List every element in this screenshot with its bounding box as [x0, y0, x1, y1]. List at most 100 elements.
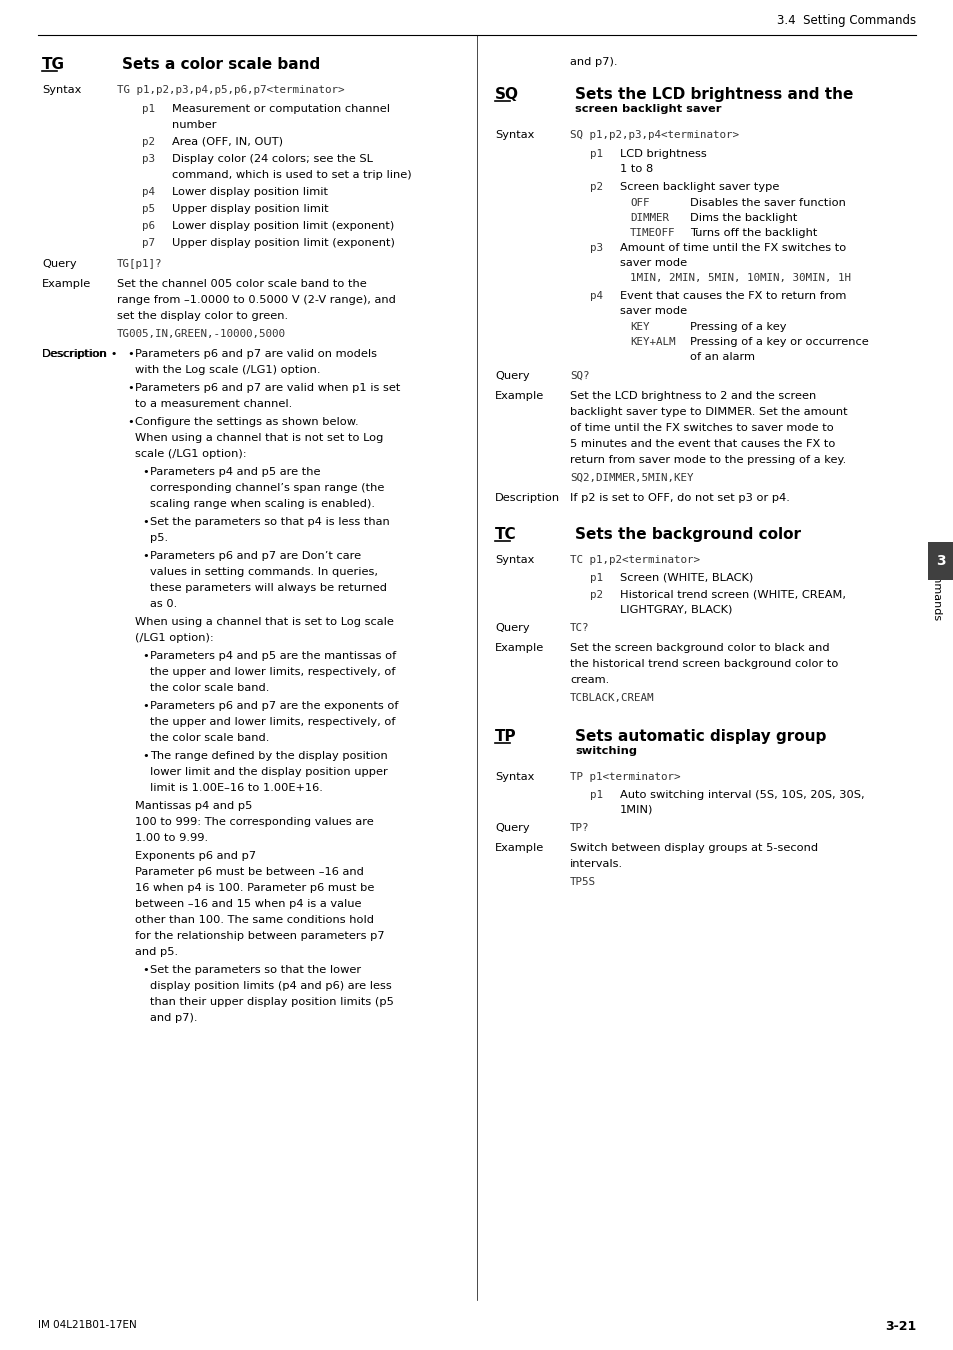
- Text: Disables the saver function: Disables the saver function: [689, 198, 845, 208]
- Text: Dims the backlight: Dims the backlight: [689, 213, 797, 223]
- Text: •: •: [127, 383, 133, 393]
- Text: between –16 and 15 when p4 is a value: between –16 and 15 when p4 is a value: [135, 899, 361, 909]
- Text: saver mode: saver mode: [619, 258, 686, 269]
- Text: p4: p4: [142, 188, 154, 197]
- Text: Exponents p6 and p7: Exponents p6 and p7: [135, 850, 255, 861]
- Text: values in setting commands. In queries,: values in setting commands. In queries,: [150, 567, 377, 576]
- Text: Auto switching interval (5S, 10S, 20S, 30S,: Auto switching interval (5S, 10S, 20S, 3…: [619, 790, 863, 801]
- Text: •: •: [142, 517, 149, 526]
- Text: Sets the background color: Sets the background color: [575, 526, 801, 541]
- Text: p3: p3: [589, 243, 602, 252]
- Text: TG[p1]?: TG[p1]?: [117, 259, 162, 269]
- Text: to a measurement channel.: to a measurement channel.: [135, 400, 292, 409]
- Text: scale (/LG1 option):: scale (/LG1 option):: [135, 450, 247, 459]
- Text: OFF: OFF: [629, 198, 649, 208]
- Text: Screen backlight saver type: Screen backlight saver type: [619, 182, 779, 192]
- Text: the color scale band.: the color scale band.: [150, 683, 269, 693]
- Text: TIMEOFF: TIMEOFF: [629, 228, 675, 238]
- Text: p6: p6: [142, 221, 154, 231]
- Text: The range defined by the display position: The range defined by the display positio…: [150, 751, 387, 761]
- Text: Parameters p6 and p7 are valid when p1 is set: Parameters p6 and p7 are valid when p1 i…: [135, 383, 400, 393]
- Text: •: •: [127, 417, 133, 427]
- Text: Turns off the backlight: Turns off the backlight: [689, 228, 817, 238]
- Text: •: •: [142, 467, 149, 477]
- Text: Sets the LCD brightness and the: Sets the LCD brightness and the: [575, 86, 853, 103]
- Text: TC p1,p2<terminator>: TC p1,p2<terminator>: [569, 555, 700, 566]
- Text: and p5.: and p5.: [135, 946, 178, 957]
- Text: KEY+ALM: KEY+ALM: [629, 338, 675, 347]
- Text: p2: p2: [589, 182, 602, 192]
- Text: Set the parameters so that the lower: Set the parameters so that the lower: [150, 965, 361, 975]
- Text: •: •: [142, 651, 149, 661]
- Text: Historical trend screen (WHITE, CREAM,: Historical trend screen (WHITE, CREAM,: [619, 590, 845, 599]
- Text: scaling range when scaling is enabled).: scaling range when scaling is enabled).: [150, 500, 375, 509]
- Text: TCBLACK,CREAM: TCBLACK,CREAM: [569, 693, 654, 703]
- Text: •: •: [142, 551, 149, 562]
- Text: Syntax: Syntax: [495, 130, 534, 140]
- Text: Example: Example: [495, 643, 543, 653]
- Text: return from saver mode to the pressing of a key.: return from saver mode to the pressing o…: [569, 455, 845, 464]
- Text: TG p1,p2,p3,p4,p5,p6,p7<terminator>: TG p1,p2,p3,p4,p5,p6,p7<terminator>: [117, 85, 344, 94]
- Text: Parameters p4 and p5 are the mantissas of: Parameters p4 and p5 are the mantissas o…: [150, 651, 395, 661]
- Text: SQ?: SQ?: [569, 371, 589, 381]
- Text: Measurement or computation channel: Measurement or computation channel: [172, 104, 390, 113]
- Text: Area (OFF, IN, OUT): Area (OFF, IN, OUT): [172, 136, 283, 147]
- Text: Switch between display groups at 5-second: Switch between display groups at 5-secon…: [569, 842, 818, 853]
- Text: other than 100. The same conditions hold: other than 100. The same conditions hold: [135, 915, 374, 925]
- Text: TP?: TP?: [569, 824, 589, 833]
- Text: •: •: [142, 701, 149, 711]
- Text: 1MIN, 2MIN, 5MIN, 10MIN, 30MIN, 1H: 1MIN, 2MIN, 5MIN, 10MIN, 30MIN, 1H: [629, 273, 850, 284]
- Text: Syntax: Syntax: [495, 555, 534, 566]
- Text: p1: p1: [142, 104, 154, 113]
- Text: TG005,IN,GREEN,-10000,5000: TG005,IN,GREEN,-10000,5000: [117, 329, 286, 339]
- Text: TC?: TC?: [569, 622, 589, 633]
- Text: Event that causes the FX to return from: Event that causes the FX to return from: [619, 292, 845, 301]
- Text: Set the channel 005 color scale band to the: Set the channel 005 color scale band to …: [117, 279, 366, 289]
- Text: Example: Example: [495, 842, 543, 853]
- Text: p5.: p5.: [150, 533, 168, 543]
- Text: 3.4  Setting Commands: 3.4 Setting Commands: [776, 14, 915, 27]
- Text: intervals.: intervals.: [569, 859, 622, 869]
- Text: •: •: [127, 350, 133, 359]
- Text: p1: p1: [589, 572, 602, 583]
- Text: than their upper display position limits (p5: than their upper display position limits…: [150, 998, 394, 1007]
- Text: backlight saver type to DIMMER. Set the amount: backlight saver type to DIMMER. Set the …: [569, 406, 846, 417]
- Text: and p7).: and p7).: [150, 1012, 197, 1023]
- Text: 3: 3: [935, 554, 944, 568]
- Text: 3-21: 3-21: [883, 1320, 915, 1332]
- Text: Example: Example: [495, 392, 543, 401]
- Text: of an alarm: of an alarm: [689, 352, 754, 362]
- Text: KEY: KEY: [629, 323, 649, 332]
- Text: TP5S: TP5S: [569, 878, 596, 887]
- Text: •: •: [142, 751, 149, 761]
- Text: Lower display position limit: Lower display position limit: [172, 188, 328, 197]
- Text: cream.: cream.: [569, 675, 609, 684]
- Text: of time until the FX switches to saver mode to: of time until the FX switches to saver m…: [569, 423, 833, 433]
- Text: the historical trend screen background color to: the historical trend screen background c…: [569, 659, 838, 670]
- Text: command, which is used to set a trip line): command, which is used to set a trip lin…: [172, 170, 411, 180]
- Text: TG: TG: [42, 57, 65, 72]
- Text: Sets a color scale band: Sets a color scale band: [122, 57, 320, 72]
- Text: Amount of time until the FX switches to: Amount of time until the FX switches to: [619, 243, 845, 252]
- Text: TP: TP: [495, 729, 517, 744]
- Text: Syntax: Syntax: [495, 772, 534, 782]
- Text: Commands: Commands: [930, 559, 940, 621]
- Text: Syntax: Syntax: [42, 85, 81, 94]
- Text: as 0.: as 0.: [150, 599, 177, 609]
- Text: •: •: [142, 965, 149, 975]
- Text: p3: p3: [142, 154, 154, 163]
- Text: Screen (WHITE, BLACK): Screen (WHITE, BLACK): [619, 572, 753, 583]
- Text: 5 minutes and the event that causes the FX to: 5 minutes and the event that causes the …: [569, 439, 835, 450]
- Text: these parameters will always be returned: these parameters will always be returned: [150, 583, 387, 593]
- Text: 1 to 8: 1 to 8: [619, 163, 653, 174]
- Text: TC: TC: [495, 526, 517, 541]
- Text: Query: Query: [495, 622, 529, 633]
- Text: SQ: SQ: [495, 86, 518, 103]
- Text: p1: p1: [589, 148, 602, 159]
- Text: Mantissas p4 and p5: Mantissas p4 and p5: [135, 801, 253, 811]
- Text: Upper display position limit (exponent): Upper display position limit (exponent): [172, 238, 395, 248]
- Text: limit is 1.00E–16 to 1.00E+16.: limit is 1.00E–16 to 1.00E+16.: [150, 783, 322, 792]
- Text: display position limits (p4 and p6) are less: display position limits (p4 and p6) are …: [150, 981, 392, 991]
- Bar: [927, 541, 953, 580]
- Text: switching: switching: [575, 747, 637, 756]
